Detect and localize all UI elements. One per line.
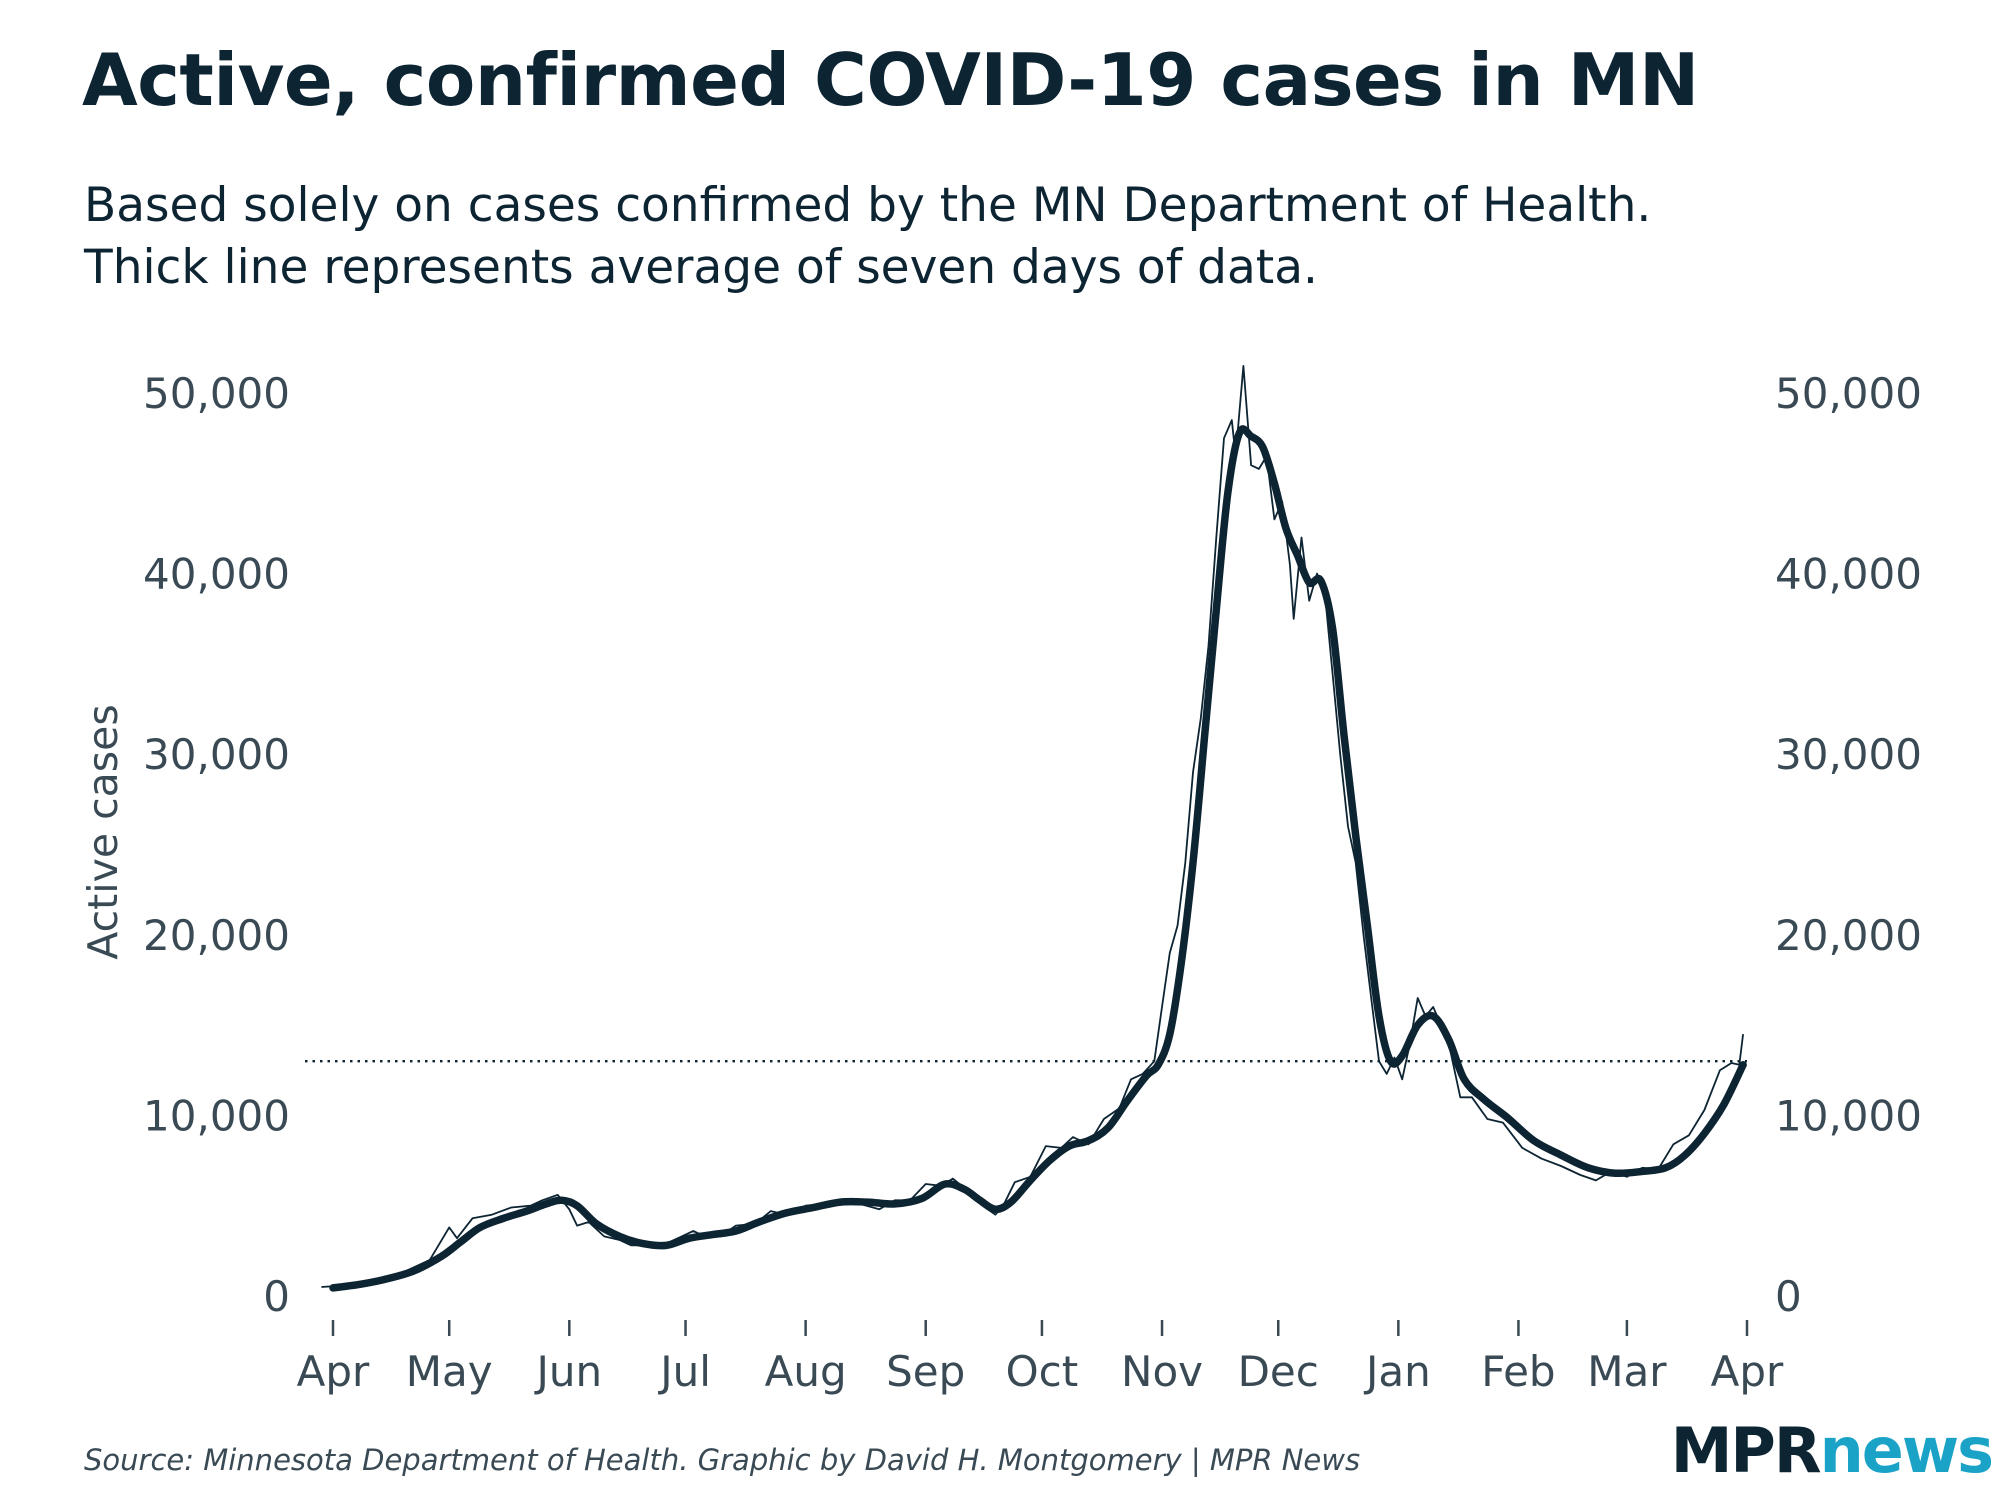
y-tick-label-right: 40,000 [1775,550,1922,599]
y-tick-label-right: 10,000 [1775,1091,1922,1140]
x-tick-label: Apr [297,1347,370,1396]
y-tick-label-left: 30,000 [143,730,290,779]
x-tick-label: Jan [1363,1347,1431,1396]
chart-subtitle-line-1: Based solely on cases confirmed by the M… [84,178,1652,233]
y-tick-label-left: 0 [263,1272,290,1321]
y-tick-label-right: 0 [1775,1272,1802,1321]
y-tick-label-right: 20,000 [1775,911,1922,960]
x-tick-label: Jun [533,1347,602,1396]
y-axis-left: 0 10,000 20,000 30,000 40,000 50,000 [143,369,290,1321]
y-tick-label-left: 40,000 [143,550,290,599]
x-tick-label: Dec [1238,1347,1319,1396]
chart-subtitle-line-2: Thick line represents average of seven d… [84,240,1318,295]
series-average-line [329,425,1747,1292]
x-tick-label: Jul [657,1347,711,1396]
chart-title: Active, confirmed COVID-19 cases in MN [82,38,1699,122]
x-tick-label: Oct [1006,1347,1079,1396]
x-tick-label: Aug [765,1347,847,1396]
x-tick-label: Apr [1711,1347,1784,1396]
x-tick-label: Nov [1121,1347,1203,1396]
brand-part-news: news [1819,1414,1994,1487]
y-axis-label: Active cases [79,704,127,959]
y-tick-label-left: 10,000 [143,1091,290,1140]
y-axis-right: 0 10,000 20,000 30,000 40,000 50,000 [1775,369,1922,1321]
source-note: Source: Minnesota Department of Health. … [84,1443,1361,1477]
mpr-news-logo: MPRnews [1671,1420,1994,1482]
x-tick-label: Sep [886,1347,965,1396]
series-daily-line [321,365,1744,1288]
x-tick-label: Feb [1481,1347,1555,1396]
y-tick-label-left: 20,000 [143,911,290,960]
brand-part-mpr: MPR [1670,1414,1822,1487]
x-axis: Apr May Jun Jul Aug Sep Oct Nov Dec Jan Feb Mar Apr [297,1320,1784,1396]
y-tick-label-right: 30,000 [1775,730,1922,779]
y-tick-label-left: 50,000 [143,369,290,418]
y-tick-label-right: 50,000 [1775,369,1922,418]
x-tick-label: Mar [1587,1347,1667,1396]
x-tick-label: May [406,1347,493,1396]
